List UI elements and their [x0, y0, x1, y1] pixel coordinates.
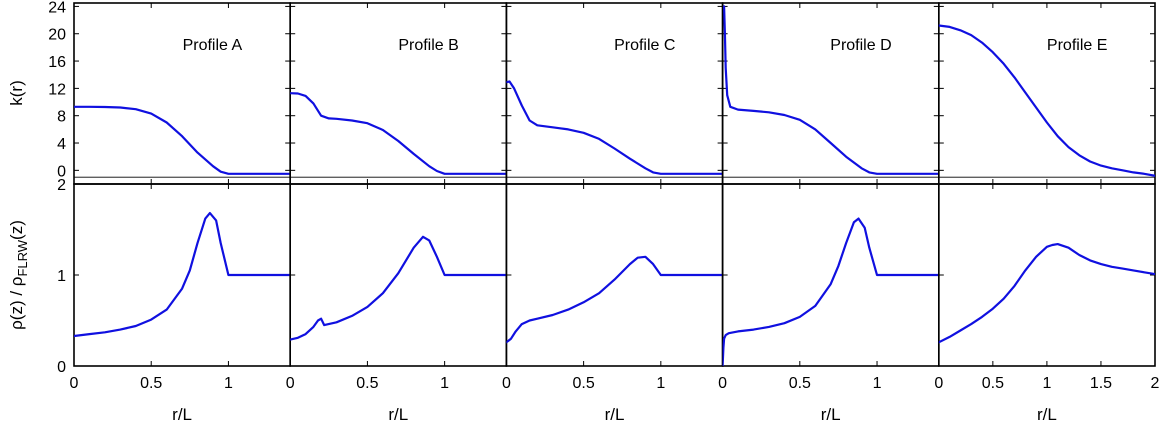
k-curve	[506, 80, 723, 175]
x-axis-label: r/L	[1037, 405, 1057, 424]
k-y-tick-label: 8	[57, 109, 66, 126]
k-panel-frame	[73, 2, 291, 185]
k-y-tick-label: 16	[48, 54, 66, 71]
x-tick-label: 1	[440, 375, 449, 392]
rho-axis-label-tail: (z)	[7, 220, 26, 240]
plot-area: 0 0.5 1 r/L Profile A 0 0.5 1 r/L Profile B 0 0.5 1 r…	[48, 0, 1159, 424]
rho-curve	[722, 217, 939, 366]
rho-axis-label-main: ρ(z) / ρ	[7, 277, 26, 330]
panel-title: Profile D	[830, 37, 891, 54]
k-curve	[938, 24, 1155, 177]
x-axis-label: r/L	[605, 405, 625, 424]
rho-y-tick-label: 1	[57, 268, 66, 285]
x-tick-label: 1.5	[1090, 375, 1112, 392]
panel-title: Profile C	[614, 37, 675, 54]
k-y-tick-label: 4	[57, 136, 66, 153]
rho-curve	[290, 235, 507, 341]
k-curve	[722, 5, 939, 175]
x-tick-label: 0.5	[572, 375, 594, 392]
k-curve	[290, 92, 507, 175]
x-axis-label: r/L	[172, 405, 192, 424]
k-curve	[74, 105, 291, 175]
k-y-tick-label: 20	[48, 27, 66, 44]
rho-panel-frame	[937, 183, 1156, 367]
panel-title: Profile B	[398, 37, 458, 54]
x-tick-label: 0.5	[356, 375, 378, 392]
k-panel-frame	[505, 2, 724, 185]
rho-curve	[506, 255, 723, 344]
k-panel-frame	[937, 2, 1156, 185]
rho-curve	[74, 212, 291, 338]
x-tick-label: 0.5	[789, 375, 811, 392]
x-tick-label: 0.5	[140, 375, 162, 392]
k-y-tick-label: 0	[57, 163, 66, 180]
panel-3: 0 0.5 1 r/L Profile C	[502, 2, 724, 424]
panel-4: 0 0.5 1 r/L Profile D	[718, 2, 940, 424]
x-tick-label: 0.5	[982, 375, 1004, 392]
rho-y-tick-label: 0	[57, 359, 66, 376]
x-tick-label: 1	[1042, 375, 1051, 392]
k-y-tick-label: 24	[48, 0, 66, 16]
x-tick-label: 1	[224, 375, 233, 392]
rho-y-tick-label: 2	[57, 177, 66, 194]
x-tick-label: 0	[934, 375, 943, 392]
x-axis-label: r/L	[388, 405, 408, 424]
rho-axis-label: ρ(z) / ρFLRW(z)	[7, 220, 30, 330]
k-panel-frame	[289, 2, 508, 185]
panel-1: 0 0.5 1 r/L Profile A	[70, 2, 291, 424]
panel-title: Profile E	[1047, 37, 1107, 54]
panel-2: 0 0.5 1 r/L Profile B	[286, 2, 508, 424]
panel-title: Profile A	[183, 37, 243, 54]
x-tick-label: 1	[656, 375, 665, 392]
k-axis-label: k(r)	[7, 80, 26, 105]
x-tick-label: 0	[718, 375, 727, 392]
rho-axis-label-subscript: FLRW	[15, 239, 30, 276]
x-tick-label: 0	[502, 375, 511, 392]
k-y-tick-label: 12	[48, 81, 66, 98]
k-panel-frame	[721, 2, 940, 185]
rho-curve	[938, 243, 1155, 344]
x-tick-label: 0	[286, 375, 295, 392]
x-tick-label: 2	[1151, 375, 1160, 392]
x-tick-label: 1	[873, 375, 882, 392]
panel-5: 0 0.5 1 1.5 2 r/L Profile E	[934, 2, 1160, 424]
x-axis-label: r/L	[821, 405, 841, 424]
x-tick-label: 0	[70, 375, 79, 392]
